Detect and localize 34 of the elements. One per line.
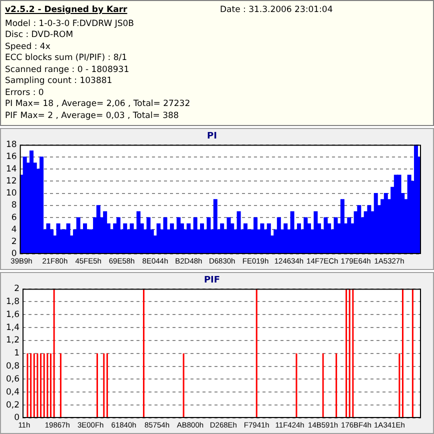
text: v2.5.2 - Designed by Karr (5, 5, 128, 16)
y-tick-label: 2 (14, 284, 20, 294)
y-tick-label: 10 (6, 188, 17, 199)
text: Model : 1-0-3-0 F:DVDRW JS0B (5, 18, 135, 30)
text: PIF Max= 2 , Average= 0,03 , Total= 388 (5, 110, 180, 122)
text: Sampling count : 103881 (5, 76, 114, 88)
y-tick-label: 0 (11, 249, 17, 260)
y-tick-label: 1 (14, 348, 20, 359)
y-tick-label: 12 (6, 176, 17, 186)
text: PI Max= 18 , Average= 2,06 , Total= 27232 (5, 99, 192, 110)
y-tick-label: 14 (6, 164, 17, 174)
text: Scanned range : 0 - 1808931 (5, 64, 130, 76)
y-tick-label: 0,4 (6, 387, 20, 398)
chart-title: PIF (204, 276, 220, 286)
chart-title: PI (207, 132, 217, 142)
y-tick-label: 2 (11, 237, 17, 248)
text: Speed : 4x (5, 42, 52, 53)
y-tick-label: 6 (11, 212, 17, 223)
y-tick-label: 0 (14, 413, 20, 424)
text: Disc : DVD-ROM (5, 30, 74, 42)
text: Date : 31.3.2006 23:01:04 (220, 5, 333, 16)
y-tick-label: 8 (11, 200, 17, 211)
y-tick-label: 18 (6, 140, 17, 150)
y-tick-label: 1,8 (6, 296, 20, 307)
y-tick-label: 16 (6, 152, 17, 162)
y-tick-label: 0,8 (6, 362, 20, 372)
y-tick-label: 4 (11, 224, 17, 235)
y-tick-label: 0,6 (6, 374, 20, 384)
y-tick-label: 1,4 (6, 322, 20, 333)
y-tick-label: 1,2 (6, 336, 20, 346)
y-tick-label: 0,2 (6, 400, 20, 410)
text: ECC blocks sum (PI/PIF) : 8/1 (5, 53, 128, 64)
y-tick-label: 1,6 (6, 310, 20, 320)
text: Errors : 0 (5, 88, 45, 99)
